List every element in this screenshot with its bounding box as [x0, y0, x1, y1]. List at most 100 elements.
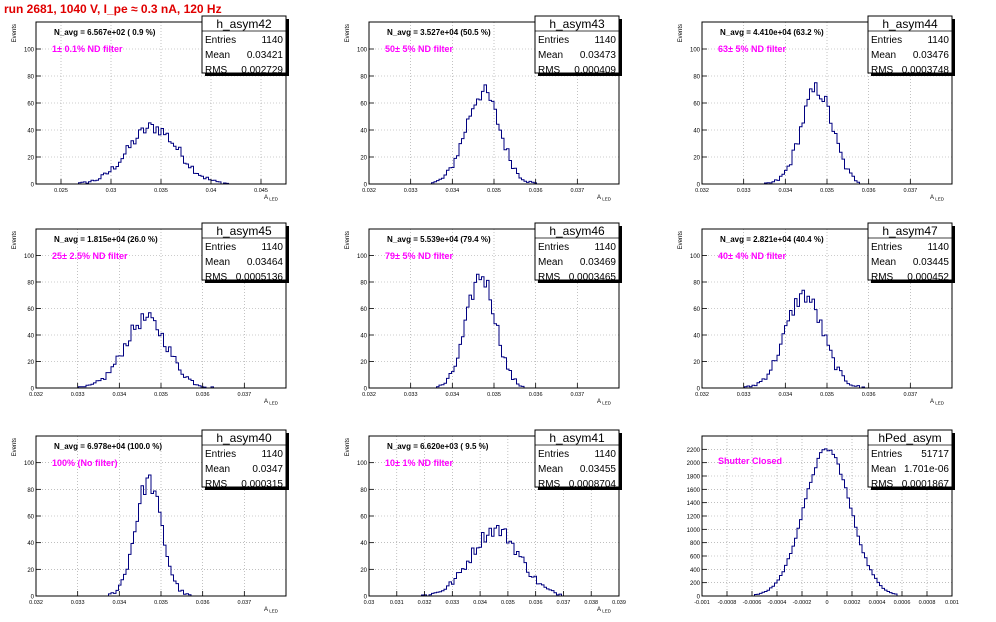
stats-box-shadow: [538, 280, 621, 283]
x-tick-label: 0.038: [584, 600, 598, 606]
stat-value: 0.0003465: [569, 272, 617, 283]
stat-label: Entries: [538, 449, 569, 460]
x-tick-label: 0.032: [695, 392, 709, 398]
stat-label: Entries: [871, 35, 902, 46]
stats-box-shadow: [619, 19, 622, 76]
y-tick-label: 2200: [687, 448, 701, 454]
y-tick-label: 80: [27, 488, 34, 494]
y-axis-label: Events: [12, 438, 18, 456]
stat-label: RMS: [205, 65, 228, 76]
stats-box-shadow: [619, 433, 622, 490]
histogram-name: h_asym47: [882, 224, 938, 238]
x-tick-label: 0.03: [106, 188, 117, 194]
stats-box-shadow: [952, 226, 955, 283]
y-tick-label: 80: [360, 75, 367, 81]
histogram-panel-h_asym46: 0 20 40 60 80 100 0.032 0.033 0.034 0.035 0.036 0.0…: [345, 222, 622, 406]
y-tick-label: 1800: [687, 475, 701, 481]
stats-box-shadow: [619, 226, 622, 283]
x-tick-label: 0.032: [362, 188, 376, 194]
x-tick-label: -0.0004: [768, 600, 787, 606]
y-tick-label: 100: [24, 254, 35, 260]
x-tick-label: 0.035: [154, 600, 168, 606]
stats-box-shadow: [205, 280, 288, 283]
stat-value: 0.000315: [241, 479, 283, 490]
x-tick-label: 0.036: [196, 600, 210, 606]
stats-box-shadow: [538, 487, 621, 490]
navg-label: N_avg = 6.978e+04 (100.0 %): [54, 442, 162, 451]
y-tick-label: 100: [690, 48, 701, 54]
x-tick-label: 0.033: [404, 188, 418, 194]
histogram-line: [702, 448, 952, 597]
y-tick-label: 600: [690, 555, 701, 561]
stat-value: 1140: [927, 35, 949, 46]
filter-annotation: 63± 5% ND filter: [718, 44, 786, 54]
stat-label: RMS: [538, 272, 561, 283]
stat-value: 1140: [927, 242, 949, 253]
stats-box-shadow: [205, 487, 288, 490]
stats-box-shadow: [952, 19, 955, 76]
x-tick-label: 0.034: [445, 392, 459, 398]
y-tick-label: 100: [357, 48, 368, 54]
y-tick-label: 20: [693, 360, 700, 366]
x-tick-label: 0.036: [529, 188, 543, 194]
stat-value: 1140: [594, 35, 616, 46]
stat-label: Entries: [871, 242, 902, 253]
x-tick-label: 0.033: [445, 600, 459, 606]
stat-value: 0.0008704: [569, 479, 617, 490]
x-tick-label: 0.001: [945, 600, 959, 606]
x-tick-label: 0.033: [71, 600, 85, 606]
x-tick-label: 0.034: [112, 392, 126, 398]
y-tick-label: 100: [690, 254, 701, 260]
y-tick-label: 0: [364, 183, 368, 189]
y-tick-label: 100: [24, 461, 35, 467]
y-tick-label: 400: [690, 568, 701, 574]
stat-label: Entries: [205, 449, 236, 460]
stat-value: 0.03455: [580, 464, 617, 475]
histogram-panel-h_asym40: 0 20 40 60 80 100 0.032 0.033 0.034 0.035 0.036 0.0…: [12, 429, 289, 614]
x-tick-label: 0.035: [501, 600, 515, 606]
stats-box: [201, 15, 287, 74]
x-tick-label: 0.037: [570, 392, 584, 398]
y-axis-label: Events: [345, 231, 351, 249]
x-tick-label: 0.034: [445, 188, 459, 194]
y-tick-label: 0: [364, 595, 368, 601]
x-axis-label: A LED: [264, 399, 279, 406]
x-axis-label: A LED: [597, 607, 612, 614]
y-tick-label: 1400: [687, 501, 701, 507]
stat-label: Mean: [871, 50, 896, 61]
x-axis-label: A LED: [930, 399, 945, 406]
y-tick-label: 0: [697, 595, 701, 601]
x-tick-label: 0.034: [778, 392, 792, 398]
stats-box-shadow: [871, 73, 954, 76]
navg-label: N_avg = 4.410e+04 (63.2 %): [720, 28, 824, 37]
x-tick-label: 0.032: [695, 188, 709, 194]
x-tick-label: 0.034: [778, 188, 792, 194]
x-tick-label: 0.033: [71, 392, 85, 398]
y-tick-label: 0: [31, 595, 35, 601]
stat-label: RMS: [871, 65, 894, 76]
x-tick-label: 0.0004: [869, 600, 886, 606]
x-tick-label: 0.039: [612, 600, 626, 606]
stat-value: 0.0347: [252, 464, 283, 475]
x-tick-label: 0.037: [903, 188, 917, 194]
histogram-name: h_asym45: [216, 224, 272, 238]
stat-label: Mean: [538, 257, 563, 268]
stats-box-shadow: [871, 487, 954, 490]
histogram-panel-h_asym45: 0 20 40 60 80 100 0.032 0.033 0.034 0.035 0.036 0.0…: [12, 222, 289, 406]
filter-annotation: 79± 5% ND filter: [385, 251, 453, 261]
y-tick-label: 2000: [687, 461, 701, 467]
histogram-name: h_asym46: [549, 224, 605, 238]
x-tick-label: 0.035: [487, 392, 501, 398]
y-axis-label: Events: [12, 231, 18, 249]
stat-label: Entries: [538, 35, 569, 46]
stat-value: 51717: [921, 449, 949, 460]
x-tick-label: 0.036: [862, 392, 876, 398]
stat-label: Entries: [205, 242, 236, 253]
stats-box-shadow: [871, 280, 954, 283]
y-tick-label: 60: [360, 102, 367, 108]
y-tick-label: 60: [360, 307, 367, 313]
x-axis-label: A LED: [930, 195, 945, 202]
histogram-name: h_asym42: [216, 17, 272, 31]
x-tick-label: 0.036: [196, 392, 210, 398]
